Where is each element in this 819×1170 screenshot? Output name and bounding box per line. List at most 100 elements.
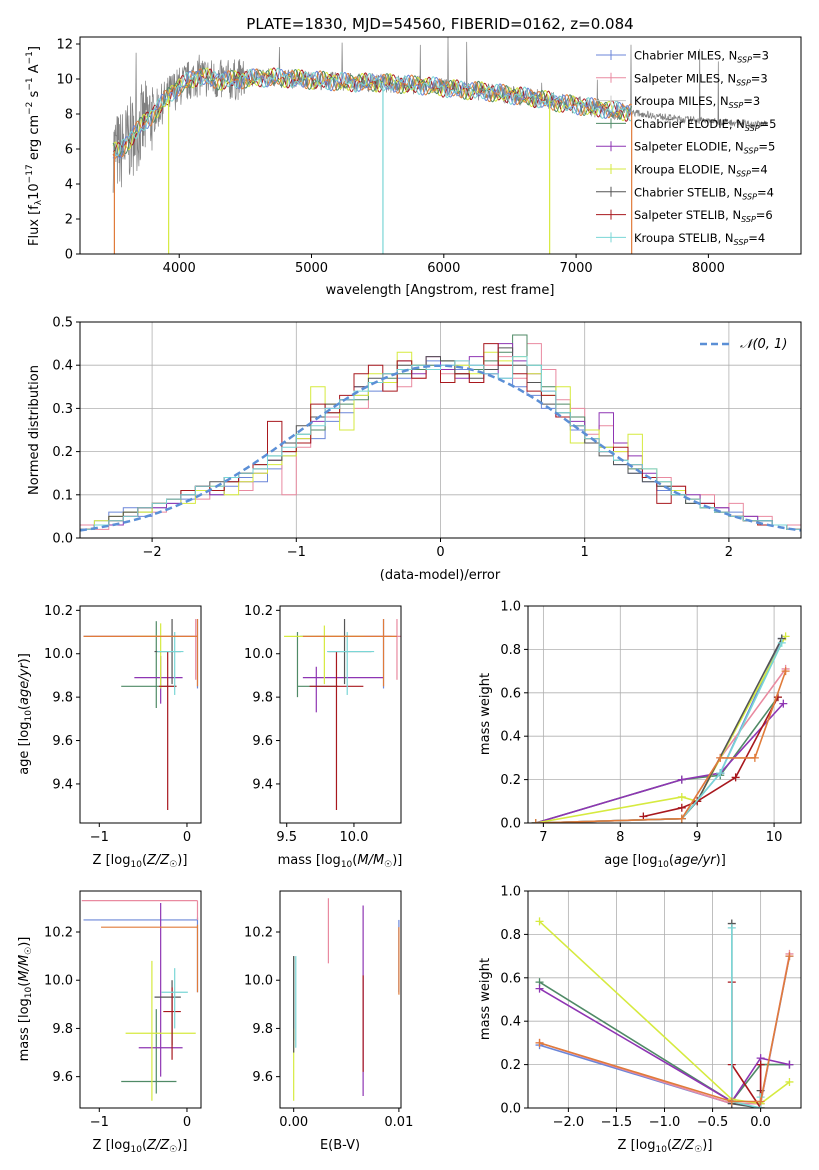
weight_vs_Z-y-tick-label: 0.8 (500, 928, 521, 943)
mass-weight-point-marker (781, 667, 790, 676)
weight_vs_Z-y-tick-label: 0.0 (500, 1102, 521, 1117)
age_vs_Z-x-tick-label: 0 (183, 830, 191, 845)
weight_vs_Z-x-tick-label: −1.5 (601, 1115, 633, 1130)
spectrum-x-tick-label: 4000 (163, 261, 196, 276)
spectrum-y-tick-label: 2 (65, 213, 73, 228)
residuals-y-tick-label: 0.5 (52, 316, 73, 331)
weight_vs_Z-y-tick-label: 0.6 (500, 971, 521, 986)
age-vs-mass-panel: 9.5 10.0 9.4 9.6 9.8 10.0 10.2 mass [log10(M/M… (244, 604, 402, 870)
mass_vs_Z-x-tick-label: 0 (183, 1115, 191, 1130)
age-vs-mass-x-label: mass [log10(M/M☉)] (278, 853, 403, 870)
age_vs_Z-y-tick-label: 10.0 (44, 647, 73, 662)
weight_vs_Z-x-tick-label: −2.0 (553, 1115, 585, 1130)
model-spectrum-line (112, 67, 633, 157)
spectrum-lines (112, 37, 769, 254)
mass_vs_EBV-x-tick-label: 0.01 (384, 1115, 413, 1130)
weight_vs_Z-y-tick-label: 1.0 (500, 885, 521, 900)
mass-weight-point-marker (731, 773, 740, 782)
legend-label: Salpeter STELIB, NSSP=6 (634, 208, 773, 224)
mass-weight-point-marker (756, 1097, 765, 1106)
mass-weight-series-line (539, 981, 790, 1103)
mass-vs-ebv-x-label: E(B-V) (320, 1138, 360, 1153)
spectrum-x-tick-label: 8000 (692, 261, 725, 276)
weight_vs_Z-x-tick-label: 0.0 (750, 1115, 771, 1130)
mass-weight-series-line (535, 703, 784, 823)
spectrum-x-axis-label: wavelength [Angstrom, rest frame] (326, 283, 555, 298)
mass-weight-point-marker (756, 1060, 765, 1069)
spectrum-y-tick-label: 8 (65, 108, 73, 123)
weight_vs_age-x-tick-label: 10 (766, 830, 783, 845)
weight-vs-metallicity-x-label: Z [log10(Z/Z☉)] (618, 1138, 713, 1155)
age_vs_Z-points (83, 619, 199, 810)
mass-weight-series-line (535, 636, 787, 823)
mass-weight-point-marker (677, 775, 686, 784)
weight_vs_age-y-tick-label: 0.2 (500, 773, 521, 788)
spectrum-x-tick-label: 6000 (427, 261, 460, 276)
mass-weight-point-marker (677, 814, 686, 823)
age_vs_Z-y-tick-label: 10.2 (44, 604, 73, 619)
weight-vs-age-x-label: age [log10(age/yr)] (604, 853, 726, 870)
mass-weight-point-marker (727, 1097, 736, 1106)
mass_vs_Z-y-tick-label: 9.8 (52, 1022, 73, 1037)
residuals-legend: 𝒩(0, 1) (700, 337, 787, 352)
mass-vs-metallicity-x-label: Z [log10(Z/Z☉)] (93, 1138, 188, 1155)
residuals-histograms (80, 334, 801, 538)
residuals-x-tick-label: 2 (725, 545, 733, 560)
mass-weight-point-marker (677, 792, 686, 801)
mass-weight-point-marker (779, 699, 788, 708)
spectrum-frame (79, 36, 802, 255)
age_vs_mass-points (284, 619, 401, 810)
spectrum-panel: PLATE=1830, MJD=54560, FIBERID=0162, z=0… (25, 15, 802, 298)
spectrum-x-tick-label: 5000 (295, 261, 328, 276)
age-vs-mass-frame (279, 605, 402, 824)
mass_vs_EBV-y-tick-label: 10.0 (244, 974, 273, 989)
mass_vs_EBV-x-tick-label: 0.00 (279, 1115, 308, 1130)
weight_vs_Z-x-tick-label: −1.0 (649, 1115, 681, 1130)
mass_vs_EBV-y-tick-label: 9.6 (252, 1070, 273, 1085)
mass_vs_EBV-y-tick-label: 10.2 (244, 925, 273, 940)
mass-vs-metallicity-y-label: mass [log10(M/M☉)] (17, 937, 34, 1062)
mass-weight-point-marker (785, 1077, 794, 1086)
mass-weight-point-marker (785, 1060, 794, 1069)
mass-weight-point-marker (727, 923, 736, 932)
mass_vs_Z-y-tick-label: 9.6 (52, 1070, 73, 1085)
residuals-y-tick-label: 0.1 (52, 488, 73, 503)
spectrum-y-tick-label: 4 (65, 178, 73, 193)
residuals-y-axis-label: Normed distribution (27, 365, 42, 495)
age_vs_mass-y-tick-label: 9.4 (252, 777, 273, 792)
weight_vs_age-y-tick-label: 1.0 (500, 600, 521, 615)
age_vs_Z-y-tick-label: 9.4 (52, 777, 73, 792)
age_vs_mass-x-tick-label: 9.5 (276, 830, 297, 845)
weight_vs_age-lines (531, 632, 790, 823)
residuals-y-tick-label: 0.0 (52, 532, 73, 547)
weight_vs_age-y-tick-label: 0.0 (500, 817, 521, 832)
weight-vs-age-frame (527, 605, 802, 824)
mass-vs-metallicity-frame (79, 890, 202, 1109)
age_vs_mass-y-tick-label: 9.8 (252, 691, 273, 706)
residuals-y-tick-label: 0.4 (52, 359, 73, 374)
age_vs_mass-x-tick-label: 10.0 (339, 830, 368, 845)
age_vs_Z-y-tick-label: 9.8 (52, 691, 73, 706)
legend-label: Salpeter ELODIE, NSSP=5 (634, 140, 775, 156)
weight-vs-age-y-label: mass weight (478, 673, 493, 755)
weight_vs_age-x-tick-label: 7 (539, 830, 547, 845)
mass_vs_EBV-points (293, 898, 400, 1101)
spectrum-y-tick-label: 10 (56, 73, 73, 88)
age-vs-metallicity-frame (79, 605, 202, 824)
weight_vs_age-x-tick-label: 9 (693, 830, 701, 845)
residuals-x-tick-label: 1 (581, 545, 589, 560)
spectrum-y-tick-label: 12 (56, 38, 73, 53)
residuals-x-tick-label: −1 (287, 545, 306, 560)
age_vs_Z-x-tick-label: −1 (90, 830, 109, 845)
age_vs_Z-y-tick-label: 9.6 (52, 734, 73, 749)
age_vs_mass-y-tick-label: 10.0 (244, 647, 273, 662)
residuals-y-tick-label: 0.3 (52, 402, 73, 417)
mass-vs-metallicity-panel: −1 0 9.6 9.8 10.0 10.2 Z [log10(Z/Z☉)] mass [… (17, 890, 202, 1155)
mass-vs-ebv-panel: 0.00 0.01 9.6 9.8 10.0 10.2 E(B-V) (244, 890, 413, 1153)
residuals-y-tick-label: 0.2 (52, 445, 73, 460)
weight_vs_age-x-tick-label: 8 (616, 830, 624, 845)
mass-weight-point-marker (535, 917, 544, 926)
spectrum-y-tick-label: 6 (65, 143, 73, 158)
